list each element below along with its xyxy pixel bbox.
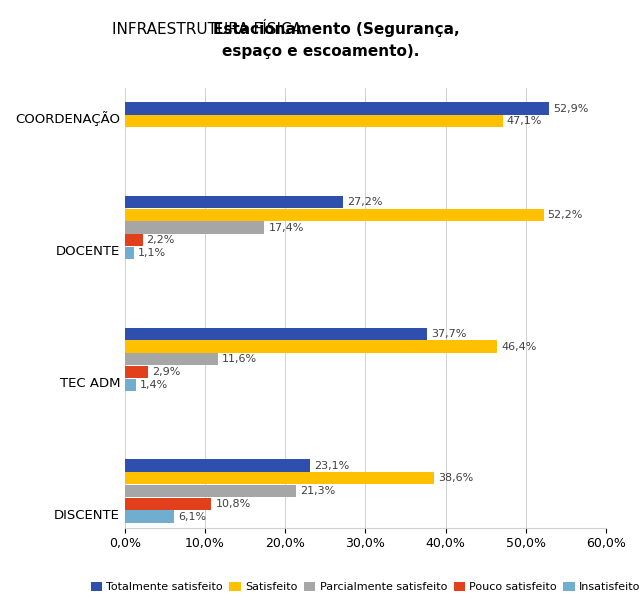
Text: 1,4%: 1,4% xyxy=(140,380,169,390)
Text: INFRAESTRUTURA FÍSICA  -: INFRAESTRUTURA FÍSICA - xyxy=(112,22,322,38)
Text: 23,1%: 23,1% xyxy=(314,461,349,471)
Bar xyxy=(125,328,427,340)
Text: 52,2%: 52,2% xyxy=(547,210,583,219)
Text: 27,2%: 27,2% xyxy=(347,197,383,207)
Bar xyxy=(125,209,544,221)
Bar xyxy=(125,340,497,353)
Bar xyxy=(125,366,148,378)
Bar xyxy=(125,196,343,208)
Text: 46,4%: 46,4% xyxy=(501,342,537,351)
Bar xyxy=(125,379,136,391)
Text: 37,7%: 37,7% xyxy=(431,329,467,339)
Text: 1,1%: 1,1% xyxy=(138,248,166,258)
Text: Estacionamento (Segurança,: Estacionamento (Segurança, xyxy=(213,22,460,38)
Legend: Totalmente satisfeito, Satisfeito, Parcialmente satisfeito, Pouco satisfeito, In: Totalmente satisfeito, Satisfeito, Parci… xyxy=(86,577,641,596)
Bar xyxy=(125,102,549,115)
Text: espaço e escoamento).: espaço e escoamento). xyxy=(222,44,419,59)
Text: 2,2%: 2,2% xyxy=(147,235,175,245)
Text: 52,9%: 52,9% xyxy=(553,103,588,114)
Text: 47,1%: 47,1% xyxy=(506,116,542,126)
Text: 10,8%: 10,8% xyxy=(215,499,251,509)
Text: 2,9%: 2,9% xyxy=(152,367,181,377)
Bar xyxy=(125,221,264,233)
Bar xyxy=(125,472,435,485)
Bar xyxy=(125,511,174,523)
Bar xyxy=(125,485,296,497)
Text: 11,6%: 11,6% xyxy=(222,354,257,364)
Text: 21,3%: 21,3% xyxy=(300,486,335,496)
Bar xyxy=(125,498,212,510)
Bar xyxy=(125,353,218,365)
Text: 6,1%: 6,1% xyxy=(178,511,206,522)
Bar xyxy=(125,460,310,472)
Bar xyxy=(125,115,503,128)
Text: 38,6%: 38,6% xyxy=(438,474,474,483)
Text: 17,4%: 17,4% xyxy=(269,223,304,232)
Bar xyxy=(125,234,142,246)
Bar xyxy=(125,247,134,259)
